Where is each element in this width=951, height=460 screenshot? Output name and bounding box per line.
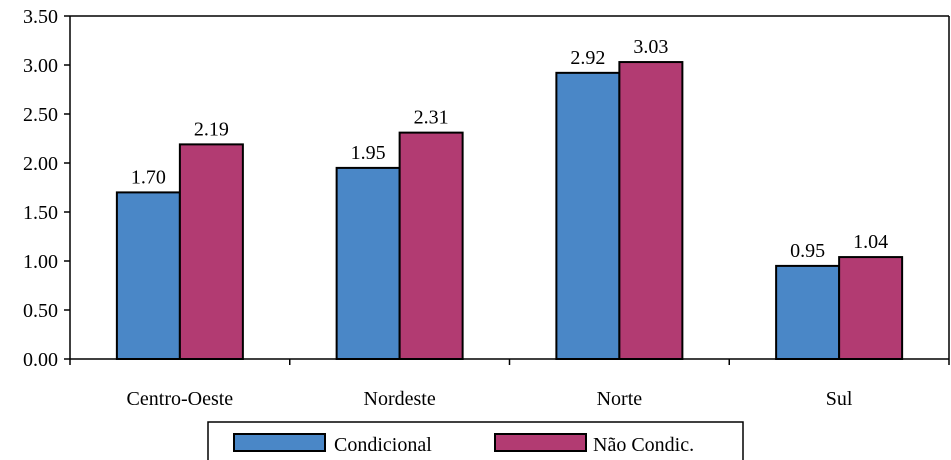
bars — [115, 61, 904, 361]
bar-condicional — [555, 71, 621, 360]
x-category-label: Nordeste — [364, 388, 436, 410]
y-tick-label: 0.50 — [23, 300, 58, 322]
bar-condicional — [335, 166, 401, 360]
y-tick-label: 1.50 — [23, 202, 58, 224]
bar-condicional — [775, 264, 841, 360]
data-label: 2.92 — [570, 47, 605, 69]
legend-label-condicional: Condicional — [334, 434, 432, 456]
data-label: 2.19 — [194, 118, 229, 140]
y-tick-label: 1.00 — [23, 251, 58, 273]
legend: Condicional Não Condic. — [207, 421, 744, 460]
bar-nao-condic — [398, 131, 464, 360]
bar-nao-condic — [838, 256, 904, 360]
data-label: 1.95 — [351, 142, 386, 164]
y-tick-label: 0.00 — [23, 349, 58, 371]
y-tick-label: 2.50 — [23, 104, 58, 126]
bar-condicional — [115, 191, 181, 360]
data-label: 0.95 — [790, 240, 825, 262]
y-tick-label: 3.00 — [23, 55, 58, 77]
bar-nao-condic — [178, 143, 244, 360]
x-axis-categories: Centro-Oeste Nordeste Norte Sul — [127, 388, 853, 410]
data-label: 1.70 — [131, 166, 166, 188]
x-category-label: Norte — [597, 388, 643, 410]
legend-swatch-condicional — [233, 433, 326, 452]
y-tick-label: 2.00 — [23, 153, 58, 175]
legend-swatch-nao-condic — [494, 433, 587, 452]
data-label: 1.04 — [853, 231, 888, 253]
x-category-label: Sul — [826, 388, 853, 410]
data-label: 3.03 — [633, 36, 668, 58]
y-tick-label: 3.50 — [23, 6, 58, 28]
data-label: 2.31 — [414, 107, 449, 129]
data-labels: 1.70 2.19 1.95 2.31 2.92 3.03 0.95 1.04 — [131, 36, 888, 262]
legend-label-nao-condic: Não Condic. — [593, 434, 694, 456]
bar-nao-condic — [618, 61, 684, 361]
y-axis-ticks: 0.00 0.50 1.00 1.50 2.00 2.50 3.00 3.50 — [23, 6, 70, 371]
x-category-label: Centro-Oeste — [127, 388, 234, 410]
